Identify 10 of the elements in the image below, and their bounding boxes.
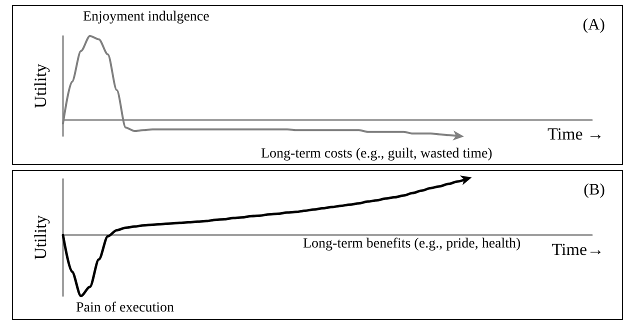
y-axis-title: Utility [31,214,50,260]
text: Long-term costs (e.g., guilt, wasted time) [261,146,493,162]
annotation: Long-term benefits (e.g., pride, health) [303,236,522,252]
chart-title: (A) [582,16,606,34]
chart-title: (B) [584,182,605,198]
text: Enjoyment indulgence [83,10,210,24]
text: Pain of execution [76,300,174,316]
y-axis-title: Utility [31,63,50,108]
x-axis-title: Time→ [552,240,604,260]
x-axis-title: Time → [547,124,604,144]
